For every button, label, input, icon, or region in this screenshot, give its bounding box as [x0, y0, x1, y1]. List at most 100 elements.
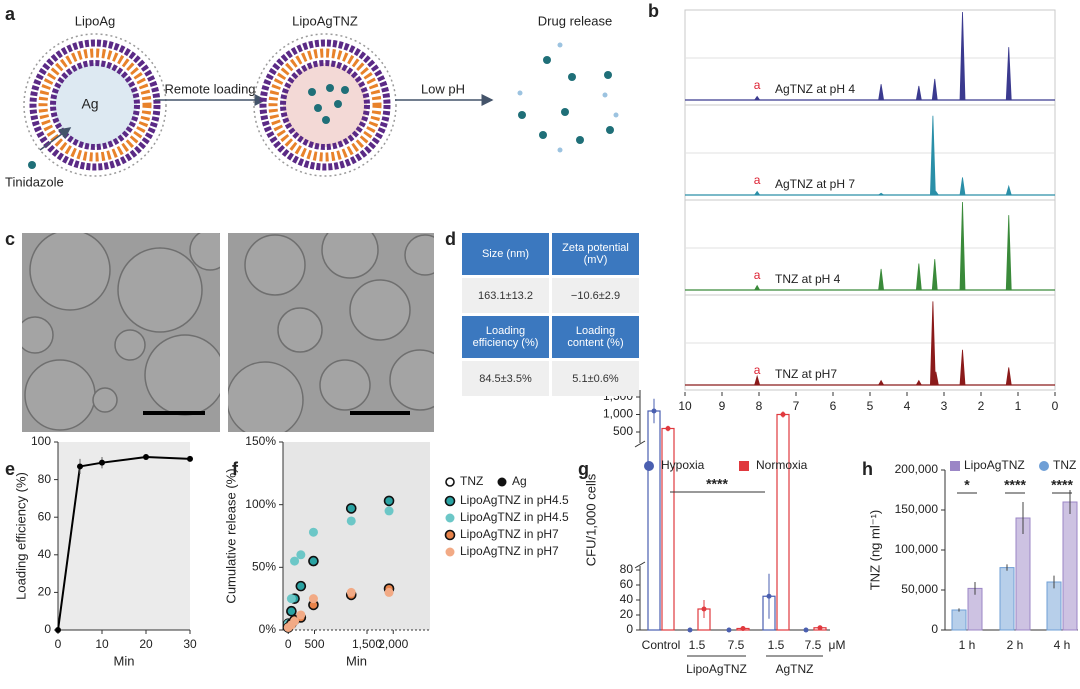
table-row: 84.5±3.5% 5.1±0.6%	[462, 361, 640, 396]
peak	[931, 78, 938, 101]
x-tick-label: 2	[978, 399, 985, 413]
peak	[1005, 215, 1012, 291]
x-tick-label: 2 h	[1007, 638, 1024, 652]
peak	[959, 201, 966, 291]
core-label: Ag	[81, 96, 98, 112]
peak-label: a	[754, 173, 761, 187]
point	[345, 503, 357, 514]
x-tick-label: 7.5	[728, 638, 745, 652]
point	[290, 616, 300, 626]
x-tick-label: 5	[867, 399, 874, 413]
x-tick-label: 0	[55, 637, 62, 651]
y-tick-label: 40	[620, 592, 634, 606]
legend-marker	[739, 461, 749, 471]
table-row: Loading efficiency (%) Loading content (%…	[462, 316, 640, 358]
legend-label: Ag	[512, 474, 527, 488]
inner-leaflet	[280, 60, 370, 150]
x-tick-label: 0	[285, 637, 292, 651]
x-tick-label: 500	[304, 637, 324, 651]
point	[143, 454, 149, 461]
table-row: Size (nm) Zeta potential (mV)	[462, 233, 640, 275]
label: LipoAg	[75, 13, 115, 28]
point	[346, 587, 356, 597]
pointer	[39, 127, 72, 151]
x-tick-label: 1,500	[352, 637, 382, 651]
legend-label: Hypoxia	[661, 458, 705, 472]
mean-point	[780, 412, 786, 417]
point	[99, 459, 105, 466]
point	[308, 527, 318, 537]
peak-label: a	[754, 268, 761, 282]
x-axis-label: Min	[114, 653, 135, 668]
legend-label: TNZ	[460, 474, 483, 488]
y-tick-label: 500	[613, 424, 633, 438]
y-tick-label: 80	[620, 562, 634, 576]
legend-marker	[444, 495, 456, 507]
point	[290, 556, 300, 566]
y-tick-label: 60	[38, 509, 52, 523]
panel-label: f	[232, 459, 239, 479]
vesicles	[22, 233, 220, 431]
mean-point	[665, 426, 671, 431]
peak	[915, 85, 922, 101]
point	[187, 455, 193, 462]
label: Low pH	[421, 81, 465, 96]
table-cell: 84.5±3.5%	[462, 361, 549, 396]
plot-background	[58, 442, 190, 630]
schematic: Ag LipoAg Tinidazole Remote loading Lipo…	[5, 13, 619, 189]
panel-label: b	[648, 1, 659, 21]
y-tick-label: 100	[31, 434, 51, 448]
lipid-tails	[268, 48, 382, 162]
legend-label: LipoAgTNZ in pH4.5	[460, 510, 569, 524]
loaded-drug	[308, 84, 349, 124]
x-tick-label: 7.5	[805, 638, 822, 652]
panel-label: d	[445, 229, 456, 249]
bar	[951, 609, 967, 631]
peak	[754, 374, 761, 386]
mean-point	[766, 593, 772, 599]
panel-label: e	[5, 459, 15, 479]
legend-marker	[445, 477, 455, 487]
x-tick-label: 1.5	[689, 638, 706, 652]
axis-break	[634, 440, 646, 448]
y-tick-label: 100%	[245, 497, 276, 511]
peak	[753, 284, 761, 291]
mean-point	[740, 626, 746, 631]
peg-layer	[253, 33, 397, 177]
x-tick-label: 2,000	[378, 637, 408, 651]
x-tick-label: 3	[941, 399, 948, 413]
spectrum-label: TNZ at pH 4	[775, 272, 841, 286]
significance: ****	[1051, 477, 1073, 493]
bar	[1046, 581, 1062, 631]
x-tick-label: 20	[139, 637, 153, 651]
spectrum-label: AgTNZ at pH 7	[775, 177, 855, 191]
y-tick-label: 100,000	[895, 542, 939, 556]
peak	[932, 190, 940, 196]
plot-background	[283, 442, 430, 630]
y-tick-label: 150%	[245, 434, 276, 448]
peak-label: a	[754, 363, 761, 377]
point	[295, 580, 307, 592]
peak	[932, 371, 939, 386]
peak	[877, 192, 885, 196]
significance: ****	[706, 476, 728, 492]
legend-marker	[497, 477, 507, 487]
table-cell: Size (nm)	[462, 233, 549, 275]
y-tick-label: 0	[626, 622, 633, 636]
y-tick-label: 50,000	[901, 582, 938, 596]
label: Remote loading	[164, 81, 255, 96]
legend-marker	[445, 547, 455, 557]
x-tick-label: 9	[719, 399, 726, 413]
peak	[959, 11, 966, 101]
bar	[776, 413, 790, 631]
y-tick-label: 80	[38, 472, 52, 486]
micrographs	[22, 233, 434, 432]
x-tick-label: 4	[904, 399, 911, 413]
label: Drug release	[538, 13, 612, 28]
x-tick-label: 10	[95, 637, 109, 651]
x-tick-label: Control	[642, 638, 681, 652]
released-drug	[517, 42, 619, 153]
table-cell: Loading efficiency (%)	[462, 316, 549, 358]
